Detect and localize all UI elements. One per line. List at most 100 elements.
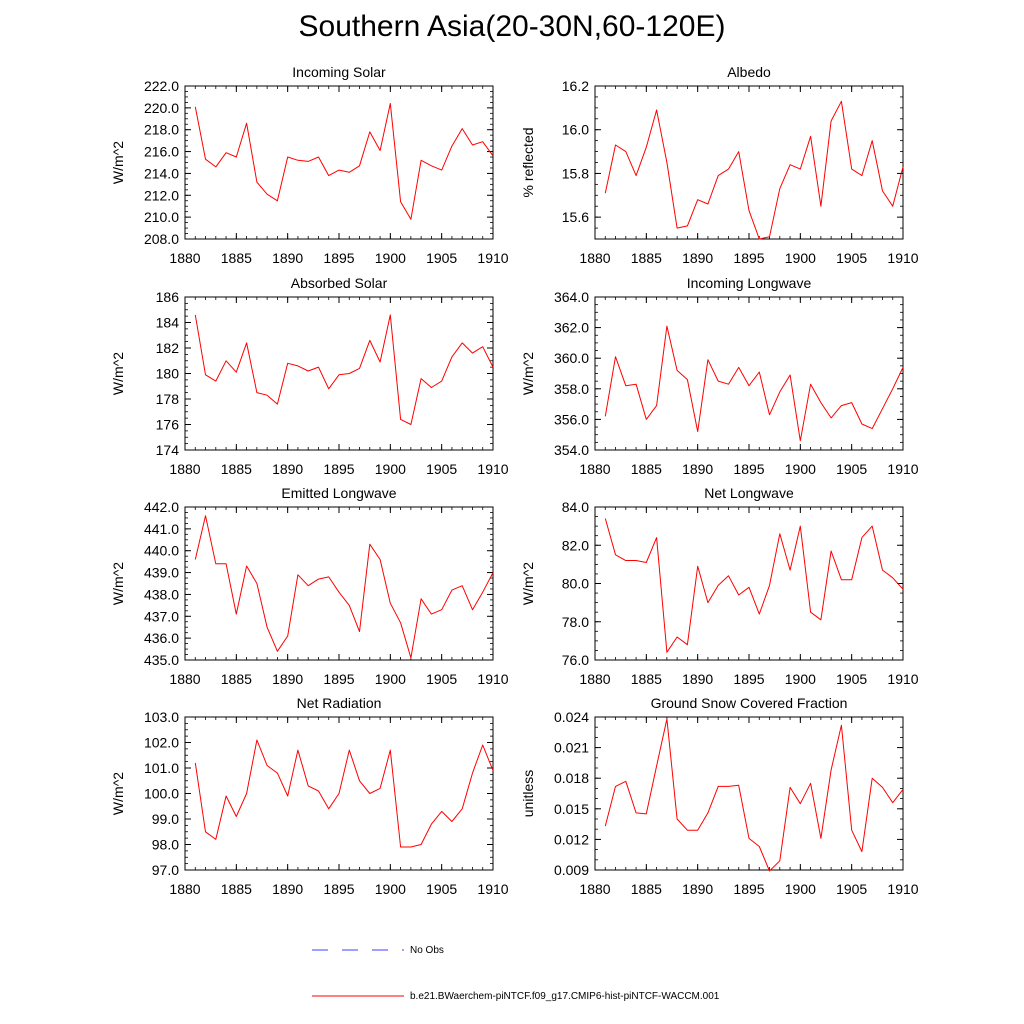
y-tick-label: 439.0: [144, 565, 179, 581]
y-tick-label: 364.0: [554, 289, 589, 305]
y-tick-label: 78.0: [562, 614, 589, 630]
x-tick-label: 1885: [221, 461, 252, 477]
y-tick-label: 82.0: [562, 537, 589, 553]
x-tick-label: 1890: [682, 881, 713, 897]
x-tick-label: 1910: [477, 671, 508, 687]
x-tick-label: 1880: [169, 250, 200, 266]
series-line-1: [604, 518, 904, 653]
x-tick-label: 1890: [682, 671, 713, 687]
x-tick-label: 1905: [836, 671, 867, 687]
y-tick-label: 174: [156, 442, 180, 458]
y-tick-label: 214.0: [144, 165, 179, 181]
x-tick-label: 1900: [785, 461, 816, 477]
x-tick-label: 1890: [272, 250, 303, 266]
y-tick-label: 0.024: [554, 709, 589, 725]
x-tick-label: 1880: [169, 881, 200, 897]
y-tick-label: 0.009: [554, 862, 589, 878]
x-tick-label: 1910: [887, 881, 918, 897]
y-tick-label: 98.0: [152, 837, 179, 853]
x-tick-label: 1900: [375, 250, 406, 266]
y-tick-label: 354.0: [554, 442, 589, 458]
y-axis-label: W/m^2: [110, 352, 126, 395]
y-axis-label: W/m^2: [520, 352, 536, 395]
plot-frame: [594, 716, 904, 871]
panel-title: Albedo: [727, 64, 771, 80]
x-tick-label: 1880: [579, 881, 610, 897]
y-axis-label: W/m^2: [110, 562, 126, 605]
panel-title: Absorbed Solar: [291, 275, 388, 291]
x-tick-label: 1905: [836, 461, 867, 477]
x-tick-label: 1895: [323, 881, 354, 897]
y-tick-label: 438.0: [144, 586, 179, 602]
x-tick-label: 1890: [682, 461, 713, 477]
y-tick-label: 80.0: [562, 576, 589, 592]
chart-panel-3: Absorbed Solar W/m^2 174 176 178 180 182 184 186…: [110, 275, 509, 477]
series-line-1: [194, 739, 494, 848]
y-tick-label: 210.0: [144, 209, 179, 225]
x-tick-label: 1900: [785, 671, 816, 687]
y-tick-label: 76.0: [562, 652, 589, 668]
y-tick-label: 440.0: [144, 543, 179, 559]
y-axis-label: W/m^2: [110, 772, 126, 815]
x-tick-label: 1885: [221, 671, 252, 687]
x-tick-label: 1895: [733, 671, 764, 687]
chart-panel-1: Incoming Solar W/m^2 208.0 210.0 212.0 214.0 2…: [110, 64, 509, 266]
x-tick-label: 1880: [169, 461, 200, 477]
y-tick-label: 97.0: [152, 862, 179, 878]
y-tick-label: 218.0: [144, 122, 179, 138]
y-tick-label: 103.0: [144, 709, 179, 725]
y-tick-label: 15.6: [562, 209, 589, 225]
x-tick-label: 1910: [887, 461, 918, 477]
x-tick-label: 1895: [323, 461, 354, 477]
y-tick-label: 100.0: [144, 786, 179, 802]
y-tick-label: 360.0: [554, 350, 589, 366]
panel-title: Net Longwave: [704, 485, 794, 501]
y-tick-label: 84.0: [562, 499, 589, 515]
chart-panel-7: Net Radiation W/m^2 97.0 98.0 99.0 100.0 101.0…: [110, 695, 509, 897]
series-line-1: [194, 314, 494, 425]
y-tick-label: 442.0: [144, 499, 179, 515]
panel-title: Incoming Longwave: [687, 275, 812, 291]
y-tick-label: 0.021: [554, 740, 589, 756]
series-line-1: [194, 515, 494, 659]
chart-panel-4: Incoming Longwave W/m^2 354.0 356.0 358.0 360…: [520, 275, 919, 477]
plot-frame: [184, 85, 494, 240]
y-axis-label: % reflected: [520, 127, 536, 197]
x-tick-label: 1900: [785, 881, 816, 897]
x-tick-label: 1880: [579, 671, 610, 687]
y-tick-label: 99.0: [152, 811, 179, 827]
panel-title: Net Radiation: [297, 695, 382, 711]
x-tick-label: 1885: [631, 250, 662, 266]
plot-frame: [594, 296, 904, 451]
x-tick-label: 1905: [836, 881, 867, 897]
plot-frame: [594, 506, 904, 661]
x-tick-label: 1890: [272, 461, 303, 477]
x-tick-label: 1880: [169, 671, 200, 687]
y-tick-label: 216.0: [144, 144, 179, 160]
y-tick-label: 222.0: [144, 78, 179, 94]
y-tick-label: 184: [156, 315, 180, 331]
series-line-1: [194, 103, 494, 220]
y-tick-label: 176: [156, 417, 180, 433]
y-tick-label: 186: [156, 289, 180, 305]
x-tick-label: 1900: [785, 250, 816, 266]
x-tick-label: 1910: [477, 881, 508, 897]
x-tick-label: 1890: [682, 250, 713, 266]
x-tick-label: 1905: [426, 881, 457, 897]
x-tick-label: 1885: [221, 250, 252, 266]
y-axis-label: W/m^2: [110, 141, 126, 184]
x-tick-label: 1885: [631, 671, 662, 687]
x-tick-label: 1885: [631, 461, 662, 477]
y-tick-label: 15.8: [562, 165, 589, 181]
y-axis-label: W/m^2: [520, 562, 536, 605]
x-tick-label: 1885: [221, 881, 252, 897]
y-tick-label: 437.0: [144, 608, 179, 624]
chart-panel-5: Emitted Longwave W/m^2 435.0 436.0 437.0 438.…: [110, 485, 509, 687]
panel-title: Ground Snow Covered Fraction: [651, 695, 848, 711]
panel-title: Incoming Solar: [292, 64, 386, 80]
figure-title: Southern Asia(20-30N,60-120E): [298, 10, 726, 43]
x-tick-label: 1910: [887, 671, 918, 687]
y-tick-label: 101.0: [144, 760, 179, 776]
x-tick-label: 1895: [323, 671, 354, 687]
x-tick-label: 1880: [579, 461, 610, 477]
